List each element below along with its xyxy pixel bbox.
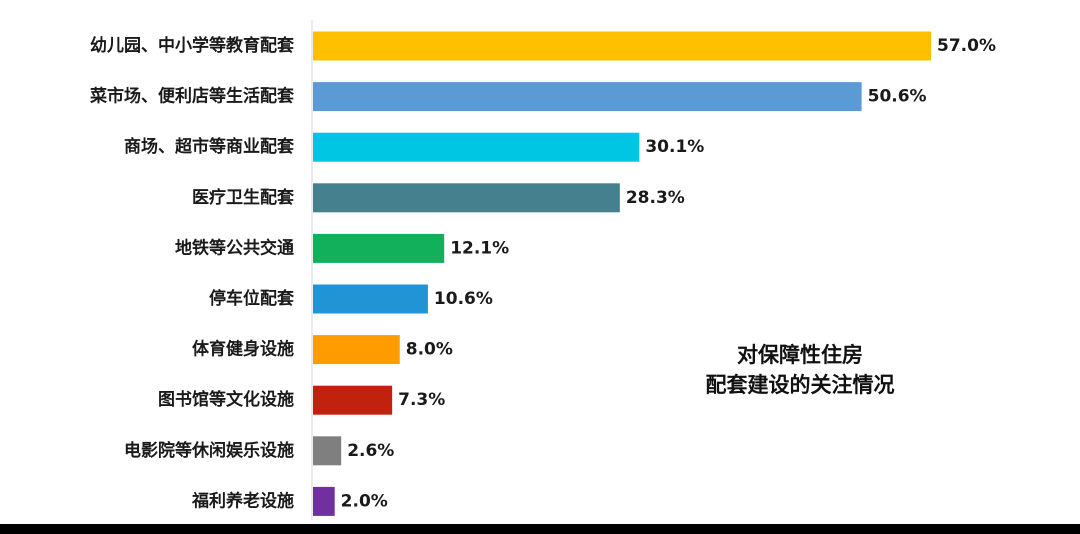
category-label: 幼儿园、中小学等教育配套	[90, 35, 295, 56]
value-label: 12.1%	[450, 238, 509, 258]
category-label: 福利养老设施	[191, 490, 294, 511]
value-label: 8.0%	[406, 340, 453, 360]
bar	[313, 31, 931, 61]
category-label: 停车位配套	[209, 288, 295, 309]
category-label: 图书馆等文化设施	[158, 389, 294, 410]
value-label: 7.3%	[398, 390, 445, 410]
bar	[313, 233, 445, 263]
chart-title-line-1: 对保障性住房	[737, 343, 863, 367]
value-label: 2.0%	[341, 491, 388, 511]
bar	[313, 132, 640, 162]
category-label: 地铁等公共交通	[175, 237, 294, 258]
value-label: 30.1%	[645, 137, 704, 157]
value-label: 2.6%	[347, 441, 394, 461]
bar	[313, 486, 335, 516]
value-label: 50.6%	[868, 87, 927, 107]
chart-title-line-2: 配套建设的关注情况	[705, 373, 895, 397]
bar	[313, 183, 620, 213]
value-label: 28.3%	[626, 188, 685, 208]
bottom-black-bar	[0, 524, 1080, 534]
bar	[313, 284, 428, 314]
bar	[313, 436, 342, 466]
value-label: 57.0%	[937, 36, 996, 56]
bar	[313, 82, 862, 112]
bar	[313, 385, 393, 415]
value-label: 10.6%	[434, 289, 493, 309]
category-label: 商场、超市等商业配套	[124, 136, 295, 157]
category-label: 电影院等休闲娱乐设施	[124, 440, 294, 461]
bar	[313, 335, 400, 365]
chart-title: 对保障性住房 配套建设的关注情况	[640, 340, 960, 400]
category-label: 菜市场、便利店等生活配套	[89, 86, 295, 107]
category-label: 体育健身设施	[192, 339, 294, 360]
category-label: 医疗卫生配套	[192, 187, 295, 208]
